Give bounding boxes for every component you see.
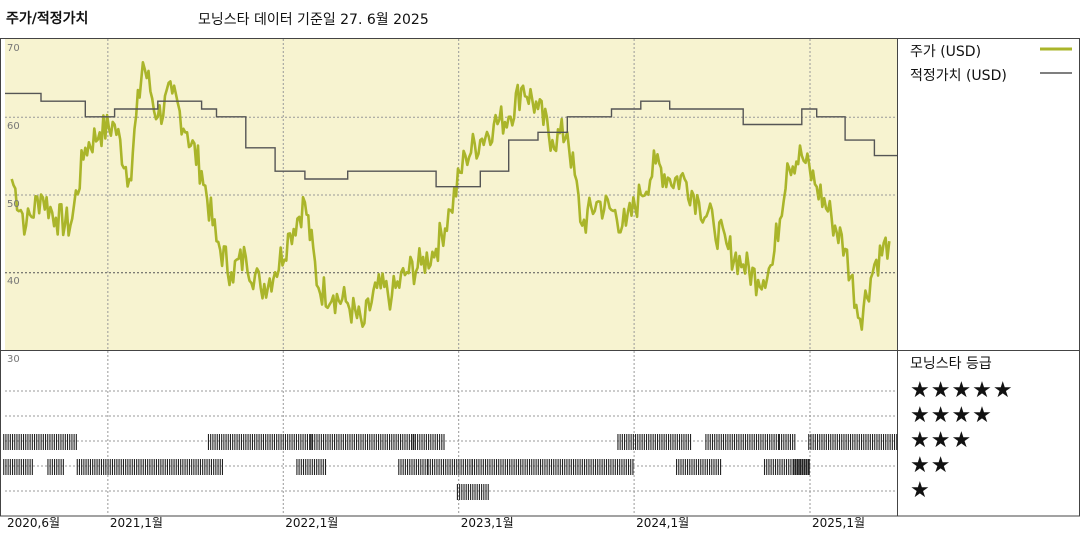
- y-tick-label: 60: [7, 120, 20, 132]
- rating-band-3-stars: [3, 459, 33, 475]
- rating-row-5-stars: ★★★★★: [910, 378, 1014, 403]
- rating-row-1-star: ★: [910, 478, 931, 503]
- legend-fair-value-label: 적정가치 (USD): [910, 68, 1007, 84]
- rating-band-4-stars: [617, 434, 692, 450]
- rating-row-3-stars: ★★★: [910, 428, 973, 453]
- x-tick-label: 2023,1월: [460, 516, 514, 530]
- price-series-line: [10, 60, 891, 331]
- rating-band-4-stars: [3, 434, 77, 450]
- rating-band-3-stars: [398, 459, 428, 475]
- rating-band-4-stars: [705, 434, 780, 450]
- x-tick-label: 2020,6월: [7, 516, 61, 530]
- x-tick-label: 2022,1월: [285, 516, 339, 530]
- rating-band-4-stars: [309, 434, 415, 450]
- x-tick-label: 2025,1월: [812, 516, 866, 530]
- rating-band-3-stars: [471, 459, 634, 475]
- data-date-subtitle: 모닝스타 데이터 기준일 27. 6월 2025: [198, 12, 429, 28]
- rating-band-3-stars: [763, 459, 810, 475]
- y-tick-label: 70: [7, 43, 20, 54]
- fair-value-series-line: [5, 92, 897, 188]
- rating-band-2-stars: [456, 484, 489, 500]
- rating-band-3-stars: [676, 459, 722, 475]
- x-tick-label: 2024,1월: [636, 516, 690, 530]
- x-tick-label: 2021,1월: [109, 516, 163, 530]
- rating-band-4-stars: [778, 434, 796, 450]
- rating-band-3-stars: [793, 459, 810, 475]
- rating-band-3-stars: [296, 459, 327, 475]
- y-tick-label: 50: [7, 198, 20, 210]
- y-tick-label: 30: [7, 354, 20, 365]
- legend-price-label: 주가 (USD): [910, 44, 982, 60]
- chart-title: 주가/적정가치: [6, 11, 89, 27]
- rating-row-2-stars: ★★: [910, 453, 952, 478]
- rating-band-4-stars: [412, 434, 445, 450]
- rating-row-4-stars: ★★★★: [910, 403, 993, 428]
- rating-band-3-stars: [47, 459, 64, 475]
- rating-band-3-stars: [427, 459, 473, 475]
- y-tick-label: 40: [7, 276, 20, 288]
- rating-band-3-stars: [76, 459, 224, 475]
- rating-panel-title: 모닝스타 등급: [910, 356, 992, 372]
- rating-band-4-stars: [207, 434, 313, 450]
- rating-band-4-stars: [808, 434, 898, 450]
